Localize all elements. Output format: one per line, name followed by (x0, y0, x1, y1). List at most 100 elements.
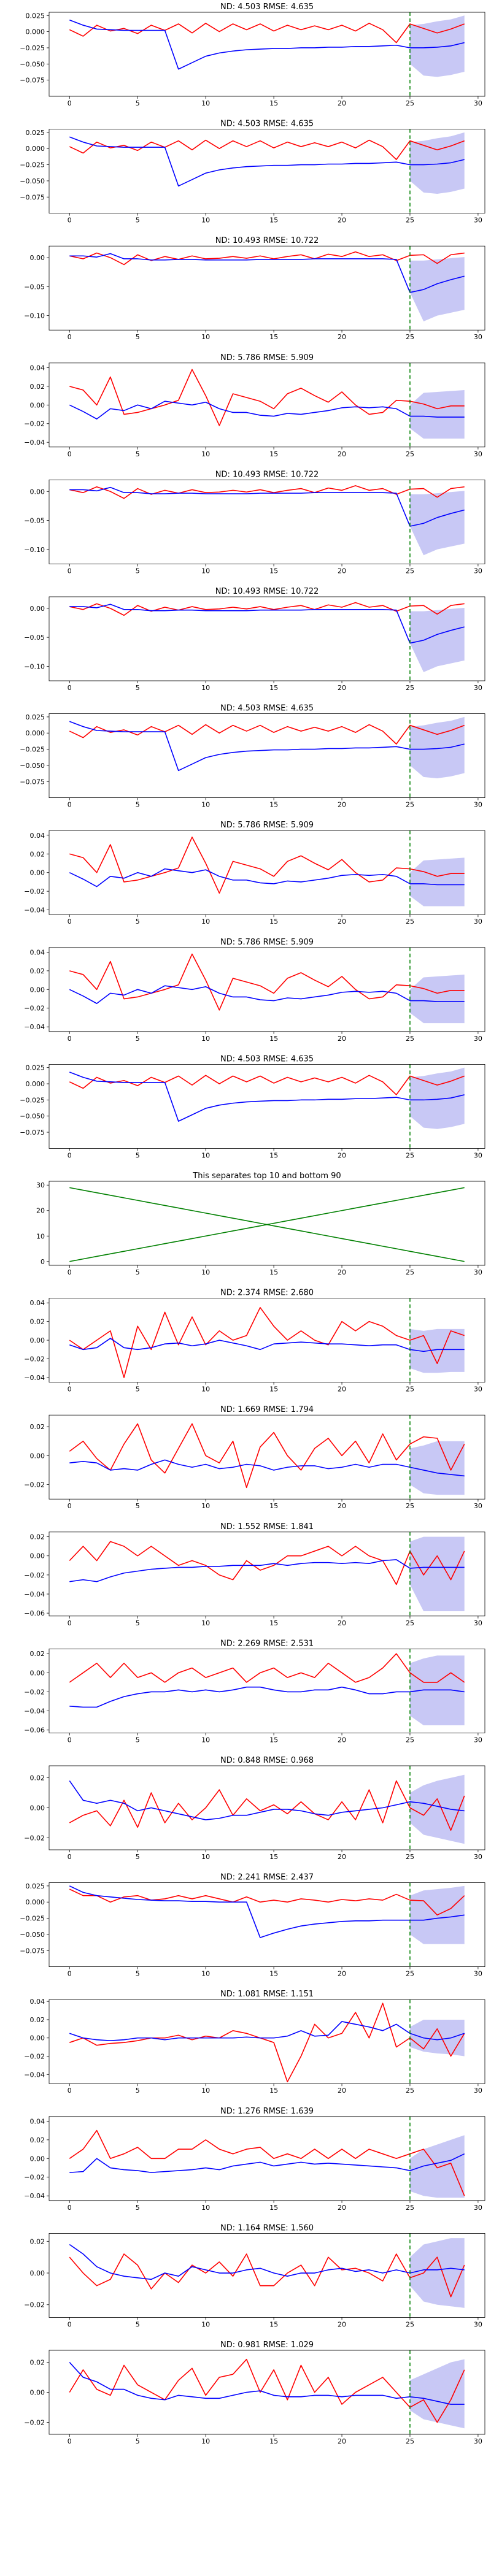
y-tick-label: −0.04 (24, 1590, 45, 1598)
x-tick-label: 15 (269, 1970, 278, 1978)
x-tick-label: 30 (474, 1386, 482, 1393)
y-tick-label: 0.000 (26, 1898, 45, 1906)
y-tick-label: −0.06 (24, 1609, 45, 1617)
x-tick-label: 30 (474, 2204, 482, 2212)
plot-frame (48, 245, 485, 331)
y-tick-label: −0.04 (24, 1708, 45, 1715)
y-tick-label: −0.02 (24, 1571, 45, 1579)
y-tick-label: 0.00 (30, 2389, 45, 2397)
y-tick-label: 0.00 (30, 401, 45, 409)
series-line-1 (69, 251, 465, 266)
series-line-1 (69, 2129, 465, 2196)
x-tick-label: 20 (338, 1970, 346, 1978)
y-tick-label: −0.02 (24, 420, 45, 428)
x-tick-label: 10 (201, 1035, 210, 1043)
y-tick-label: 10 (36, 1232, 45, 1240)
x-tick-label: 20 (338, 2204, 346, 2212)
y-tick-label: −0.075 (20, 1947, 45, 1955)
x-tick-label: 20 (338, 1151, 346, 1159)
y-tick-label: 0.04 (30, 948, 45, 956)
x-tick-label: 15 (269, 99, 278, 107)
x-tick-label: 25 (406, 217, 414, 224)
y-tick-label: −0.05 (24, 634, 45, 642)
subplot-title: ND: 5.786 RMSE: 5.909 (220, 821, 314, 830)
x-tick-label: 20 (338, 918, 346, 926)
x-tick-label: 10 (201, 2204, 210, 2212)
plot-frame (48, 12, 485, 97)
subplot-3: ND: 10.493 RMSE: 10.722 0 5 10 15 20 25 30 0.00 −… (24, 236, 485, 341)
y-tick-label: 0.02 (30, 2359, 45, 2367)
subplot-title: ND: 4.503 RMSE: 4.635 (220, 120, 314, 129)
subplot-title: ND: 2.269 RMSE: 2.531 (220, 1639, 314, 1648)
x-tick-label: 20 (338, 1619, 346, 1627)
y-tick-label: 0.00 (30, 1336, 45, 1344)
series-line-2 (69, 1559, 465, 1582)
subplot-title: ND: 1.276 RMSE: 1.639 (220, 2107, 314, 2116)
x-tick-label: 0 (68, 1386, 72, 1393)
subplot-2: ND: 4.503 RMSE: 4.635 0 5 10 15 20 25 30 0.025 0.… (20, 120, 485, 224)
x-tick-label: 30 (474, 1035, 482, 1043)
forecast-interval-band (409, 2019, 465, 2057)
x-tick-label: 25 (406, 801, 414, 809)
x-tick-label: 20 (338, 2087, 346, 2095)
x-tick-label: 5 (136, 2204, 140, 2212)
x-tick-label: 30 (474, 801, 482, 809)
x-tick-label: 30 (474, 684, 482, 692)
x-tick-label: 15 (269, 2087, 278, 2095)
subplot-17: ND: 2.241 RMSE: 2.437 0 5 10 15 20 25 30 0.025 0.… (20, 1873, 485, 1978)
x-tick-label: 5 (136, 1502, 140, 1510)
y-tick-label: −0.02 (24, 2418, 45, 2426)
subplot-12: ND: 2.374 RMSE: 2.680 0 5 10 15 20 25 30 0.04 0.0… (24, 1289, 485, 1393)
x-tick-label: 25 (406, 1853, 414, 1861)
y-tick-label: −0.02 (24, 2053, 45, 2061)
x-tick-label: 20 (338, 450, 346, 458)
x-tick-label: 0 (68, 2320, 72, 2328)
series-line-2 (69, 2362, 465, 2405)
series-line-2 (69, 868, 465, 887)
x-tick-label: 0 (68, 918, 72, 926)
subplot-13: ND: 1.669 RMSE: 1.794 0 5 10 15 20 25 30 0.02 0.0… (24, 1405, 485, 1510)
y-tick-label: 0.00 (30, 1804, 45, 1812)
x-tick-label: 15 (269, 2320, 278, 2328)
plot-frame (48, 480, 485, 564)
series-line-1 (69, 1888, 465, 1916)
y-tick-label: −0.02 (24, 1834, 45, 1842)
y-tick-label: 30 (36, 1181, 45, 1189)
x-tick-label: 15 (269, 333, 278, 341)
x-tick-label: 15 (269, 2437, 278, 2445)
y-tick-label: −0.025 (20, 44, 45, 52)
x-tick-label: 30 (474, 2437, 482, 2445)
y-tick-label: −0.06 (24, 1727, 45, 1735)
forecast-interval-band (409, 974, 465, 1024)
subplot-15: ND: 2.269 RMSE: 2.531 0 5 10 15 20 25 30 0.02 0.0… (24, 1639, 485, 1744)
forecast-interval-band (409, 1536, 465, 1612)
subplot-title: This separates top 10 and bottom 90 (192, 1171, 341, 1181)
series-line-2 (69, 2021, 465, 2042)
x-tick-label: 0 (68, 684, 72, 692)
series-line-2 (69, 401, 465, 420)
x-tick-label: 10 (201, 1151, 210, 1159)
x-tick-label: 5 (136, 1853, 140, 1861)
series-line-2 (69, 19, 465, 70)
subplot-title: ND: 0.981 RMSE: 1.029 (220, 2340, 314, 2350)
x-tick-label: 15 (269, 1502, 278, 1510)
x-tick-label: 25 (406, 1502, 414, 1510)
series-line-2 (69, 2244, 465, 2280)
y-tick-label: 0.00 (30, 2034, 45, 2042)
x-tick-label: 10 (201, 1502, 210, 1510)
plot-frame (48, 1181, 485, 1266)
x-tick-label: 20 (338, 684, 346, 692)
x-tick-label: 15 (269, 1619, 278, 1627)
x-tick-label: 0 (68, 801, 72, 809)
series-line-1 (69, 485, 465, 499)
plot-frame (48, 1414, 485, 1500)
subplot-18: ND: 1.081 RMSE: 1.151 0 5 10 15 20 25 30 0.04 0.0… (24, 1990, 485, 2095)
x-tick-label: 30 (474, 918, 482, 926)
x-tick-label: 5 (136, 918, 140, 926)
x-tick-label: 20 (338, 2437, 346, 2445)
plot-frame (48, 1531, 485, 1617)
y-tick-label: −0.10 (24, 546, 45, 554)
y-tick-label: 0.04 (30, 1998, 45, 2006)
series-line-1 (69, 23, 465, 44)
x-tick-label: 20 (338, 567, 346, 575)
